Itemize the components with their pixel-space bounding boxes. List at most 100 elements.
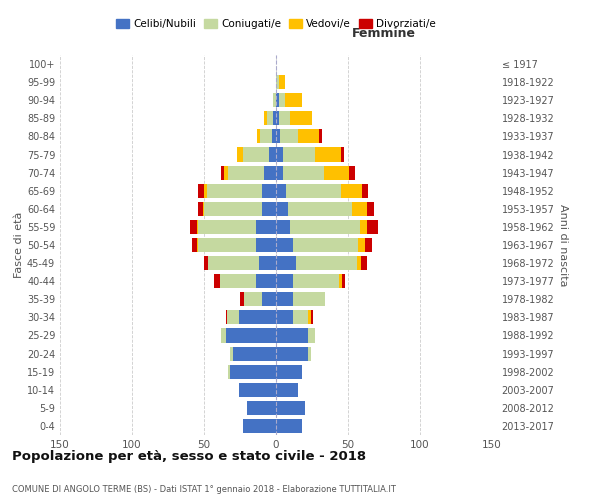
Bar (276, 419, 302, 433)
Bar (247, 401, 276, 415)
Bar (247, 401, 276, 415)
Y-axis label: Fasce di età: Fasce di età (14, 212, 24, 278)
Bar (230, 364, 276, 378)
Bar (221, 328, 276, 342)
Bar (276, 220, 367, 234)
Bar (197, 220, 276, 234)
Bar (243, 419, 276, 433)
Bar (197, 238, 276, 252)
Bar (203, 202, 276, 216)
Text: Popolazione per età, sesso e stato civile - 2018: Popolazione per età, sesso e stato civil… (12, 450, 366, 463)
Bar (256, 238, 276, 252)
Bar (262, 184, 276, 198)
Bar (226, 310, 276, 324)
Bar (276, 130, 280, 143)
Bar (257, 130, 276, 143)
Bar (227, 310, 276, 324)
Bar (276, 256, 296, 270)
Bar (276, 220, 359, 234)
Bar (276, 292, 293, 306)
Bar (276, 256, 356, 270)
Bar (276, 202, 374, 216)
Bar (276, 148, 341, 162)
Y-axis label: Anni di nascita: Anni di nascita (559, 204, 568, 286)
Bar (276, 148, 283, 162)
Bar (276, 75, 279, 89)
Bar (276, 112, 279, 126)
Bar (198, 184, 276, 198)
Bar (247, 401, 276, 415)
Bar (276, 238, 365, 252)
Bar (257, 130, 276, 143)
Bar (276, 274, 345, 288)
Bar (229, 364, 276, 378)
Bar (276, 274, 340, 288)
Bar (207, 184, 276, 198)
Bar (265, 112, 276, 126)
Bar (229, 364, 276, 378)
Bar (208, 256, 276, 270)
Bar (276, 292, 325, 306)
Bar (239, 382, 276, 397)
Bar (273, 93, 276, 108)
Bar (276, 238, 373, 252)
Bar (198, 220, 276, 234)
Bar (239, 382, 276, 397)
Bar (227, 310, 276, 324)
Bar (276, 148, 344, 162)
Bar (220, 274, 276, 288)
Bar (226, 328, 276, 342)
Bar (276, 112, 290, 126)
Bar (276, 166, 355, 179)
Bar (276, 310, 308, 324)
Text: COMUNE DI ANGOLO TERME (BS) - Dati ISTAT 1° gennaio 2018 - Elaborazione TUTTITAL: COMUNE DI ANGOLO TERME (BS) - Dati ISTAT… (12, 485, 396, 494)
Bar (276, 166, 349, 179)
Bar (276, 346, 311, 360)
Bar (276, 328, 315, 342)
Bar (273, 93, 276, 108)
Bar (276, 346, 311, 360)
Bar (237, 148, 276, 162)
Bar (256, 274, 276, 288)
Bar (221, 166, 276, 179)
Bar (229, 166, 276, 179)
Bar (276, 419, 302, 433)
Bar (276, 346, 311, 360)
Bar (276, 130, 322, 143)
Text: Femmine: Femmine (352, 27, 416, 40)
Bar (276, 238, 293, 252)
Bar (276, 202, 352, 216)
Bar (276, 328, 315, 342)
Bar (276, 419, 302, 433)
Bar (276, 346, 308, 360)
Bar (276, 148, 315, 162)
Bar (276, 93, 302, 108)
Bar (243, 419, 276, 433)
Bar (269, 148, 276, 162)
Legend: Celibi/Nubili, Coniugati/e, Vedovi/e, Divorziati/e: Celibi/Nubili, Coniugati/e, Vedovi/e, Di… (112, 14, 440, 33)
Bar (230, 346, 276, 360)
Bar (276, 112, 312, 126)
Bar (276, 328, 308, 342)
Bar (276, 75, 284, 89)
Bar (276, 292, 325, 306)
Bar (204, 184, 276, 198)
Bar (262, 292, 276, 306)
Bar (239, 382, 276, 397)
Bar (190, 220, 276, 234)
Bar (276, 364, 302, 378)
Bar (262, 202, 276, 216)
Bar (243, 419, 276, 433)
Bar (260, 130, 276, 143)
Bar (247, 401, 276, 415)
Bar (276, 130, 298, 143)
Bar (276, 364, 302, 378)
Bar (273, 93, 276, 108)
Bar (221, 328, 276, 342)
Bar (276, 274, 342, 288)
Bar (276, 202, 287, 216)
Bar (204, 202, 276, 216)
Bar (276, 401, 305, 415)
Bar (272, 130, 276, 143)
Bar (276, 310, 311, 324)
